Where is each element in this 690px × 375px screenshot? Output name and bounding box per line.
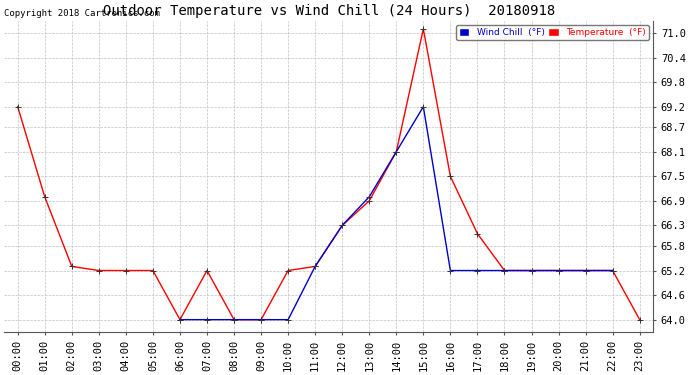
Legend: Wind Chill  (°F), Temperature  (°F): Wind Chill (°F), Temperature (°F): [456, 25, 649, 40]
Title: Outdoor Temperature vs Wind Chill (24 Hours)  20180918: Outdoor Temperature vs Wind Chill (24 Ho…: [103, 4, 555, 18]
Text: Copyright 2018 Cartronics.com: Copyright 2018 Cartronics.com: [4, 9, 160, 18]
